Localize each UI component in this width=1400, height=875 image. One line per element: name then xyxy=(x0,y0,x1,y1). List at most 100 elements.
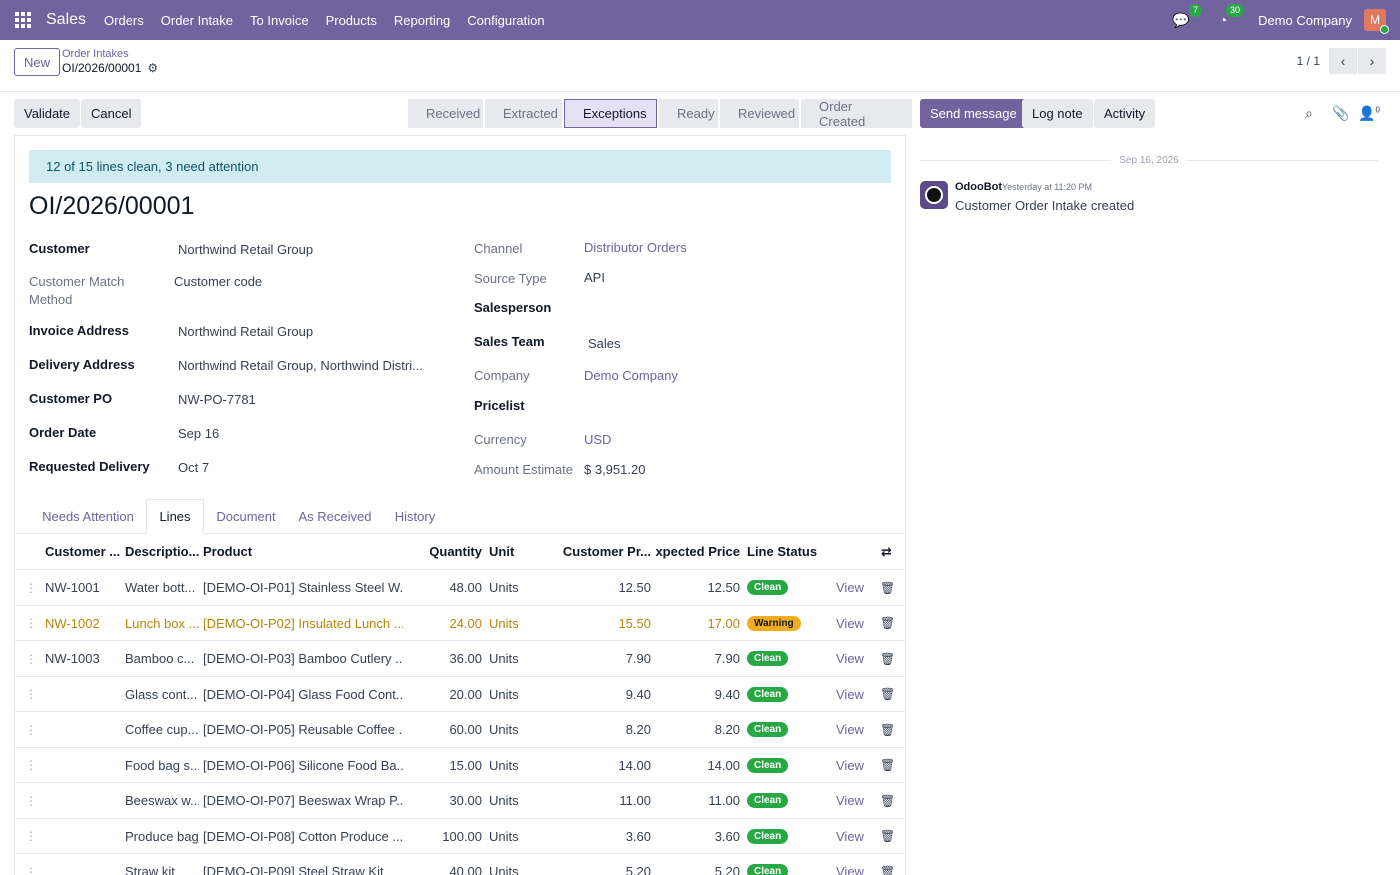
drag-handle-icon[interactable]: ⋮⋮ xyxy=(25,616,39,630)
trash-icon[interactable]: 🗑 xyxy=(880,687,894,701)
cell-product[interactable]: [DEMO-OI-P04] Glass Food Cont... xyxy=(203,686,403,702)
table-row[interactable]: ⋮⋮ Coffee cup... [DEMO-OI-P05] Reusable Co… xyxy=(15,712,905,748)
cell-quantity[interactable]: 20.00 xyxy=(449,686,482,702)
stage-received[interactable]: Received xyxy=(408,99,483,128)
table-row[interactable]: ⋮⋮ NW-1002 Lunch box ...[DEMO-OI-P02] Insu… xyxy=(15,606,905,641)
new-button[interactable]: New xyxy=(14,48,61,76)
table-row[interactable]: ⋮⋮ Beeswax w... [DEMO-OI-P07] Beeswax Wrap… xyxy=(15,783,905,819)
cell-customer-price[interactable]: 8.20 xyxy=(625,722,651,737)
stage-extracted[interactable]: Extracted xyxy=(485,99,562,128)
stage-order-created[interactable]: Order Created xyxy=(801,99,912,129)
message-author[interactable]: OdooBot xyxy=(955,181,1003,193)
cell-expected-price[interactable]: 3.60 xyxy=(714,828,740,844)
cell-description[interactable]: Bamboo c... xyxy=(125,651,195,666)
col-customer[interactable]: Customer ... xyxy=(45,544,121,559)
trash-icon[interactable]: 🗑 xyxy=(880,651,894,666)
cell-customer-price[interactable]: 5.20 xyxy=(625,864,651,875)
cell-product[interactable]: [DEMO-OI-P01] Stainless Steel W... xyxy=(203,580,403,595)
cell-quantity[interactable]: 36.00 xyxy=(449,651,482,666)
requested-delivery-field[interactable]: Oct 7 xyxy=(178,460,210,475)
col-unit[interactable]: Unit xyxy=(489,544,515,559)
col-customer-price[interactable]: Customer Pr... xyxy=(562,544,651,559)
stage-ready[interactable]: Ready xyxy=(659,99,718,128)
cell-product[interactable]: [DEMO-OI-P03] Bamboo Cutlery ... xyxy=(203,651,403,666)
company-switcher[interactable]: Demo Company xyxy=(1258,12,1352,28)
cell-unit[interactable]: Units xyxy=(489,864,519,875)
followers-icon[interactable]: 👤0 xyxy=(1358,105,1380,121)
delivery-address-field[interactable]: Northwind Retail Group, Northwind Distri… xyxy=(178,358,423,373)
view-button[interactable]: View xyxy=(836,864,864,875)
cell-description[interactable]: Straw kit xyxy=(125,864,175,875)
menu-products[interactable]: Products xyxy=(325,12,377,28)
cell-quantity[interactable]: 24.00 xyxy=(449,615,482,631)
col-expected-price[interactable]: Expected Price xyxy=(655,544,740,559)
cell-product[interactable]: [DEMO-OI-P05] Reusable Coffee ... xyxy=(203,722,403,737)
cell-product[interactable]: [DEMO-OI-P02] Insulated Lunch ... xyxy=(203,615,403,631)
cell-expected-price[interactable]: 7.90 xyxy=(714,651,740,666)
user-avatar[interactable]: M xyxy=(1364,9,1389,34)
cell-description[interactable]: Lunch box ... xyxy=(125,615,199,631)
cell-customer[interactable] xyxy=(45,819,121,854)
trash-icon[interactable]: 🗑 xyxy=(880,722,894,737)
col-quantity[interactable]: Quantity xyxy=(429,544,482,559)
col-product[interactable]: Product xyxy=(203,544,253,559)
cell-quantity[interactable]: 60.00 xyxy=(449,722,482,737)
cell-unit[interactable]: Units xyxy=(489,686,519,702)
cell-product[interactable]: [DEMO-OI-P08] Cotton Produce ... xyxy=(203,828,403,844)
drag-handle-icon[interactable]: ⋮⋮ xyxy=(25,651,39,666)
cell-expected-price[interactable]: 14.00 xyxy=(707,757,740,773)
view-button[interactable]: View xyxy=(836,757,864,773)
invoice-address-field[interactable]: Northwind Retail Group xyxy=(178,324,314,339)
paperclip-icon[interactable]: 📎 xyxy=(1332,105,1350,121)
cell-customer[interactable]: NW-1001 xyxy=(45,580,100,595)
drag-handle-icon[interactable]: ⋮⋮ xyxy=(25,687,39,701)
cell-quantity[interactable]: 40.00 xyxy=(449,864,482,875)
tab-as-received[interactable]: As Received xyxy=(298,509,372,524)
cell-product[interactable]: [DEMO-OI-P07] Beeswax Wrap P... xyxy=(203,793,403,808)
cell-expected-price[interactable]: 11.00 xyxy=(708,793,740,808)
trash-icon[interactable]: 🗑 xyxy=(880,580,894,595)
cell-quantity[interactable]: 100.00 xyxy=(442,828,482,844)
currency-field[interactable]: USD xyxy=(584,432,612,447)
cell-customer-price[interactable]: 3.60 xyxy=(625,828,651,844)
menu-to-invoice[interactable]: To Invoice xyxy=(250,12,309,28)
cell-unit[interactable]: Units xyxy=(489,828,519,844)
cell-unit[interactable]: Units xyxy=(489,580,519,595)
activity-clock-icon[interactable]: ◔ 30 xyxy=(1212,4,1245,30)
view-button[interactable]: View xyxy=(836,686,864,702)
cell-customer[interactable] xyxy=(45,712,121,747)
drag-handle-icon[interactable]: ⋮⋮ xyxy=(25,758,39,772)
cell-quantity[interactable]: 48.00 xyxy=(449,580,482,595)
cell-expected-price[interactable]: 17.00 xyxy=(707,615,740,631)
col-line-status[interactable]: Line Status xyxy=(747,544,818,559)
drag-handle-icon[interactable]: ⋮⋮ xyxy=(25,864,39,875)
order-date-field[interactable]: Sep 16 xyxy=(178,426,220,441)
sales-team-field[interactable]: Sales xyxy=(588,336,621,351)
cell-customer[interactable] xyxy=(45,854,121,875)
cell-unit[interactable]: Units xyxy=(489,722,519,737)
cell-customer[interactable]: NW-1002 xyxy=(45,615,100,631)
cell-customer-price[interactable]: 15.50 xyxy=(618,615,651,631)
drag-handle-icon[interactable]: ⋮⋮ xyxy=(25,829,39,843)
cell-customer-price[interactable]: 12.50 xyxy=(618,580,651,595)
view-button[interactable]: View xyxy=(836,722,864,737)
cell-expected-price[interactable]: 8.20 xyxy=(714,722,740,737)
cell-unit[interactable]: Units xyxy=(489,757,519,773)
cell-description[interactable]: Beeswax w... xyxy=(125,793,199,808)
tab-history[interactable]: History xyxy=(394,509,436,524)
pager-previous-icon[interactable]: ‹ xyxy=(1329,48,1357,74)
view-button[interactable]: View xyxy=(836,828,864,844)
trash-icon[interactable]: 🗑 xyxy=(880,829,894,843)
table-row[interactable]: ⋮⋮ Food bag s...[DEMO-OI-P06] Silicone Fo… xyxy=(15,748,905,783)
cell-unit[interactable]: Units xyxy=(489,615,519,631)
table-row[interactable]: ⋮⋮ Glass cont... [DEMO-OI-P04] Glass Food … xyxy=(15,677,905,712)
log-note-button[interactable]: Log note xyxy=(1022,99,1093,128)
table-row[interactable]: ⋮⋮ Produce bag[DEMO-OI-P08] Cotton Produc… xyxy=(15,819,905,854)
tab-document[interactable]: Document xyxy=(216,509,276,524)
tab-lines[interactable]: Lines xyxy=(146,499,204,534)
activity-button[interactable]: Activity xyxy=(1094,99,1156,128)
cell-customer[interactable] xyxy=(45,783,121,818)
cell-quantity[interactable]: 15.00 xyxy=(449,757,482,773)
cell-customer[interactable]: NW-1003 xyxy=(45,651,100,666)
cell-expected-price[interactable]: 9.40 xyxy=(714,686,740,702)
